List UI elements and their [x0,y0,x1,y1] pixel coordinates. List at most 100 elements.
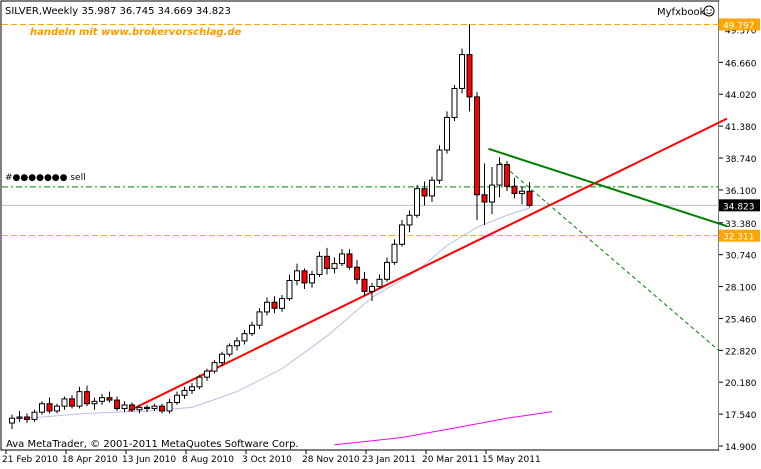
candle-up [264,301,270,313]
candle-up [234,340,240,347]
candle-down [129,404,135,411]
candle-down [324,255,330,269]
candle-down [346,253,353,268]
candle-up [399,224,405,245]
candle-up [256,311,263,326]
candle-up [331,263,338,269]
price-label: 49.797 [723,21,755,31]
chart-title: SILVER,Weekly 35.987 36.745 34.669 34.82… [5,6,231,17]
resistance-trendline [488,147,728,228]
candle-up [219,353,225,364]
candle-up [384,261,390,280]
candle-up [294,270,300,282]
candle-up [489,184,495,203]
candle-up [99,397,105,402]
candle-up [39,403,45,413]
order-label: #●●●●●●● sell [5,173,86,183]
candle-up [136,406,143,411]
price-label-box [719,18,760,31]
candle-down [526,190,533,206]
candle-up [436,149,443,181]
candle-down [46,403,53,412]
x-tick-label: 13 Jun 2010 [122,455,176,465]
candle-down [114,399,120,410]
candle-up [54,405,60,412]
candle-up [241,333,248,342]
x-tick-label: 21 Feb 2010 [2,455,58,465]
candle-down [69,398,75,407]
y-tick-label: 14.900 [725,443,757,453]
candle-up [316,255,323,275]
candle-up [406,214,413,226]
candle-up [31,411,38,420]
y-tick-label: 22.820 [725,347,757,357]
candle-up [61,398,68,407]
candle-up [211,362,218,372]
footer-copyright: Ava MetaTrader, © 2001-2011 MetaQuotes S… [6,439,299,450]
candle-up [9,417,15,424]
y-tick-label: 28.100 [725,284,757,294]
candle-down [466,54,473,98]
x-tick-label: 15 May 2011 [482,455,541,465]
candle-up [496,164,503,186]
brand-label: Myfxbook [657,7,706,18]
y-tick-label: 41.380 [725,123,757,133]
support-trendline [128,117,728,412]
price-label: 32.311 [723,233,755,243]
candle-up [519,190,525,195]
price-label-box [719,199,760,212]
candle-up [91,400,98,405]
candle-up [309,273,315,284]
candle-down [504,164,510,187]
candle-up [414,188,420,216]
candle-up [286,280,293,300]
y-tick-label: 30.740 [725,252,757,262]
y-tick-label: 38.740 [725,155,757,165]
candle-down [144,406,150,410]
y-tick-label: 33.380 [725,220,757,230]
candle-down [301,270,308,284]
price-label: 34.823 [723,202,755,212]
moving-average-slow [334,411,553,446]
candle-up [459,54,465,89]
watermark-text: handeln mit www.brokervorschlag.de [30,27,242,38]
candle-up [339,253,345,265]
candle-up [166,402,173,412]
x-tick-label: 28 Nov 2010 [302,455,360,465]
candle-up [369,286,375,292]
candle-up [376,278,383,288]
candle-up [391,243,398,263]
candle-down [271,301,278,309]
x-tick-label: 8 Aug 2010 [182,455,234,465]
candle-down [361,278,368,292]
candle-up [444,116,450,151]
candle-down [421,188,428,197]
candle-up [174,394,180,404]
candle-up [429,179,435,197]
candle-down [106,397,113,401]
candle-up [76,391,83,407]
price-label-box [719,229,760,242]
candle-up [196,376,203,388]
x-tick-label: 3 Oct 2010 [242,455,292,465]
y-tick-label: 17.540 [725,411,757,421]
y-tick-label: 49.370 [725,27,757,37]
y-tick-label: 46.660 [725,59,757,69]
candle-up [249,324,255,335]
candle-up [121,404,128,410]
candle-up [151,405,158,410]
smiley-icon [703,5,715,17]
y-tick-label: 36.100 [725,187,757,197]
candle-down [159,405,165,412]
candle-down [24,416,30,420]
candle-down [511,185,518,195]
candle-up [451,87,458,118]
x-tick-label: 23 Jan 2011 [362,455,416,465]
candle-down [354,266,360,280]
plot-frame [0,0,720,451]
candle-up [279,298,285,309]
candle-down [474,96,480,196]
candle-up [226,345,233,355]
